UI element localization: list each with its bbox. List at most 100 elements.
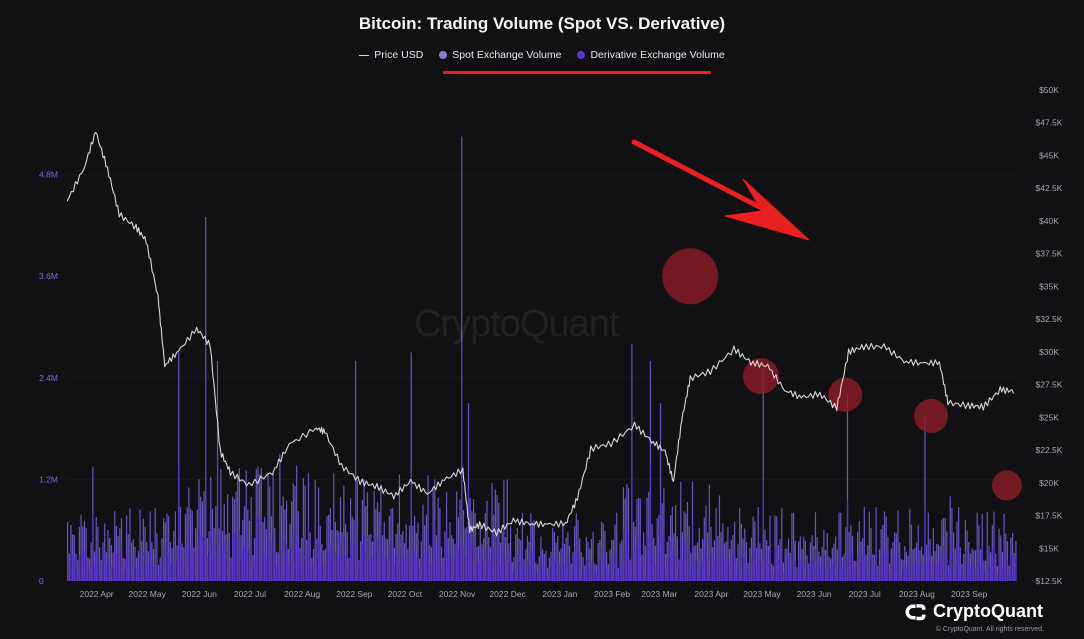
derivative-volume-bar [572, 568, 574, 581]
spot-volume-bar [109, 537, 111, 581]
spot-volume-bar [174, 511, 177, 581]
derivative-volume-bar [796, 573, 798, 581]
derivative-volume-bar [750, 555, 753, 581]
x-tick-label: 2023 Apr [694, 589, 728, 599]
spot-volume-bar [727, 526, 729, 581]
derivative-volume-bar [166, 541, 168, 581]
derivative-volume-bar [275, 564, 278, 581]
derivative-volume-bar [414, 551, 416, 581]
spot-volume-bar [978, 525, 980, 581]
derivative-volume-bar [821, 562, 823, 581]
derivative-volume-bar [392, 547, 394, 581]
spot-volume-bar [870, 527, 872, 581]
x-tick-label: 2022 Nov [439, 589, 476, 599]
derivative-volume-bar [304, 538, 306, 581]
derivative-volume-bar [456, 539, 458, 581]
spot-volume-bar [789, 552, 791, 581]
spot-volume-bar [654, 545, 657, 581]
derivative-volume-bar [840, 540, 842, 581]
spot-volume-bar [607, 564, 609, 581]
legend-item-derivative[interactable]: Derivative Exchange Volume [577, 49, 725, 61]
spot-volume-bar [671, 506, 673, 581]
spot-volume-bar [348, 557, 350, 581]
legend-item-spot[interactable]: Spot Exchange Volume [439, 49, 561, 61]
derivative-volume-bar [734, 549, 736, 581]
spot-volume-bar [95, 516, 97, 581]
derivative-volume-bar [363, 537, 365, 581]
derivative-volume-bar [346, 551, 348, 581]
derivative-volume-bar [848, 555, 850, 581]
derivative-volume-bar [270, 542, 273, 581]
derivative-volume-bar [538, 566, 540, 581]
derivative-volume-bar [176, 559, 178, 581]
x-tick-label: 2023 Feb [594, 589, 630, 599]
y-right-tick-label: $25K [1039, 412, 1059, 422]
derivative-volume-bar [988, 565, 990, 581]
derivative-volume-bar [402, 557, 404, 581]
derivative-volume-bar [129, 545, 131, 581]
derivative-volume-bar [612, 556, 615, 581]
derivative-volume-bar [995, 567, 997, 581]
derivative-volume-bar [198, 524, 200, 581]
derivative-volume-bar [218, 555, 220, 581]
derivative-volume-bar [446, 528, 448, 581]
derivative-volume-bar [958, 543, 960, 581]
derivative-volume-bar [316, 557, 318, 581]
derivative-volume-bar [974, 567, 977, 581]
derivative-volume-bar [653, 557, 655, 581]
spot-volume-bar [835, 536, 837, 581]
spot-volume-bar [616, 512, 618, 581]
spot-volume-bar [794, 540, 796, 581]
derivative-volume-bar [862, 555, 864, 581]
spot-volume-bar [702, 539, 704, 581]
spot-volume-bar [88, 558, 91, 581]
derivative-volume-bar [560, 565, 562, 581]
derivative-volume-bar [686, 536, 689, 581]
derivative-volume-bar [222, 550, 224, 581]
derivative-volume-bar [582, 568, 584, 581]
derivative-volume-bar [430, 562, 433, 581]
derivative-volume-bar [158, 573, 160, 581]
derivative-volume-bar [136, 567, 138, 581]
derivative-volume-bar [865, 569, 867, 581]
spot-volume-bar [700, 548, 702, 581]
spot-volume-bar [983, 560, 985, 581]
derivative-volume-bar [936, 564, 938, 581]
derivative-volume-bar [292, 536, 294, 581]
derivative-volume-bar [183, 566, 185, 581]
arrow-head [724, 178, 810, 241]
derivative-volume-bar [900, 569, 903, 581]
spot-volume-bar [168, 515, 170, 581]
spot-volume-bar [173, 530, 175, 581]
legend-item-price[interactable]: Price USD [359, 49, 423, 61]
derivative-volume-bar [368, 560, 370, 581]
spot-volume-bar [644, 545, 646, 581]
derivative-volume-bar [83, 550, 86, 581]
derivative-volume-bar [740, 547, 743, 581]
derivative-volume-bar [766, 557, 768, 581]
derivative-volume-bar [693, 563, 695, 581]
spot-volume-bar [624, 498, 626, 581]
derivative-volume-bar [536, 572, 539, 581]
derivative-volume-bar [685, 542, 687, 581]
derivative-volume-bar [499, 564, 502, 581]
spot-volume-bar [550, 551, 552, 581]
spot-volume-bar [969, 553, 972, 581]
spot-volume-bar [786, 548, 788, 581]
derivative-volume-bar [164, 548, 166, 581]
derivative-volume-bar [791, 548, 793, 581]
derivative-volume-bar [521, 550, 524, 581]
derivative-volume-bar [405, 554, 407, 581]
spot-volume-bar [326, 515, 328, 581]
derivative-volume-bar [454, 562, 456, 581]
spot-volume-bar [264, 517, 266, 581]
spot-volume-bar [791, 513, 793, 581]
derivative-volume-bar [585, 559, 588, 581]
derivative-volume-bar [154, 537, 156, 581]
derivative-volume-bar [708, 525, 711, 581]
derivative-volume-bar [621, 556, 623, 581]
spot-volume-bar [186, 507, 188, 581]
derivative-volume-bar [857, 557, 859, 581]
trend-arrow [631, 139, 810, 241]
spot-volume-bar [988, 545, 990, 581]
